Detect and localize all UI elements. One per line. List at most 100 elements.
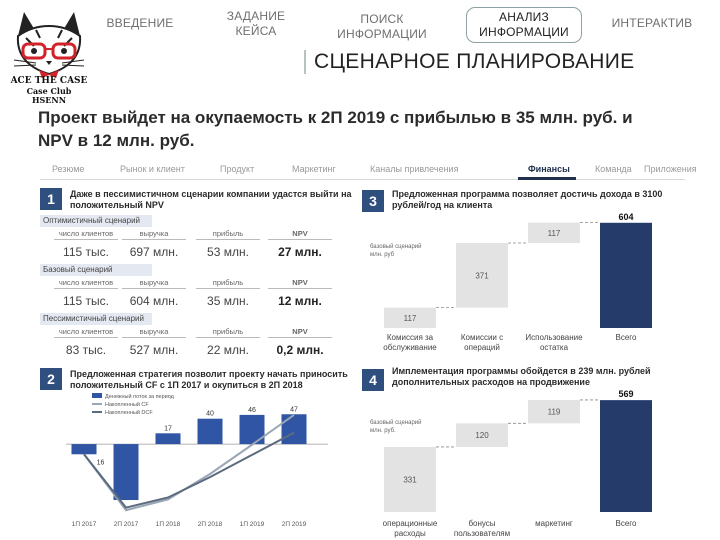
- waterfall-category-label: Всего: [616, 519, 638, 528]
- section1-heading: Даже в пессимистичном сценарии компании …: [70, 189, 360, 211]
- tab-summary[interactable]: Резюме: [52, 164, 85, 174]
- col-clients: число клиентов: [54, 327, 118, 338]
- waterfall-step-bar: [456, 242, 508, 308]
- legend-label: Накопленный DCF: [105, 409, 153, 416]
- col-npv: NPV: [268, 229, 332, 240]
- opt-profit: 53 млн.: [207, 245, 249, 259]
- chart-note-line2: млн. руб: [370, 252, 395, 258]
- tab-appendix[interactable]: Приложения: [644, 164, 697, 174]
- section3-heading-line1: Предложенная программа позволяет достичь…: [392, 189, 663, 199]
- section3-heading: Предложенная программа позволяет достичь…: [392, 189, 692, 211]
- waterfall-value-label: 604: [618, 212, 633, 222]
- waterfall-value-label: 371: [475, 271, 489, 280]
- logo-org: HSENN: [31, 95, 67, 105]
- waterfall-category-label: Использование: [525, 333, 583, 342]
- col-npv: NPV: [268, 278, 332, 289]
- nav-search[interactable]: ПОИСК ИНФОРМАЦИИ: [334, 12, 430, 42]
- waterfall-total-bar: [600, 400, 652, 512]
- section3-heading-line2: рублей/год на клиента: [392, 200, 493, 210]
- cat-logo-icon: [13, 12, 85, 78]
- section1-heading-line2: положительный NPV: [70, 200, 164, 210]
- logo-subtitle: Case Club: [26, 86, 72, 96]
- waterfall-category-label: Комиссия за: [387, 333, 434, 342]
- cashflow-bar-label: 40: [206, 411, 214, 418]
- waterfall-category-label: расходы: [394, 529, 426, 538]
- base-clients: 115 тыс.: [63, 294, 109, 308]
- chart-note-line1: базовый сценарий: [370, 243, 422, 250]
- waterfall-value-label: 331: [403, 475, 417, 484]
- waterfall-value-label: 569: [618, 389, 633, 399]
- cashflow-bar: [71, 444, 97, 455]
- legend-label: Денежный поток за период: [105, 393, 175, 400]
- x-tick-label: 2П 2017: [114, 521, 139, 528]
- pess-clients: 83 тыс.: [65, 343, 107, 357]
- opt-clients: 115 тыс.: [63, 245, 109, 259]
- col-revenue: выручка: [122, 327, 186, 338]
- title-divider: [304, 50, 306, 74]
- waterfall-step-bar: [528, 222, 580, 243]
- waterfall-category-label: маркетинг: [535, 519, 573, 528]
- waterfall-category-label: Всего: [616, 333, 638, 342]
- section2-heading-line1: Предложенная стратегия позволит проекту …: [70, 369, 348, 379]
- slide-headline: Проект выйдет на окупаемость к 2П 2019 с…: [38, 106, 638, 152]
- cashflow-bar: [113, 444, 139, 501]
- base-revenue: 604 млн.: [129, 294, 179, 308]
- nav-analysis-line1: АНАЛИЗ: [499, 10, 549, 24]
- x-tick-label: 1П 2019: [240, 521, 265, 528]
- nav-analysis[interactable]: АНАЛИЗ ИНФОРМАЦИИ: [466, 7, 582, 43]
- x-tick-label: 2П 2019: [282, 521, 307, 528]
- waterfall-value-label: 117: [404, 314, 417, 323]
- scenario-optimistic-label: Оптимистичный сценарий: [40, 215, 152, 227]
- pess-profit: 22 млн.: [207, 343, 249, 357]
- nav-search-line2: ИНФОРМАЦИИ: [337, 27, 427, 41]
- chart-note-line2: млн. руб.: [370, 428, 396, 434]
- tab-finance[interactable]: Финансы: [528, 164, 570, 174]
- nav-task[interactable]: ЗАДАНИЕ КЕЙСА: [218, 9, 294, 39]
- legend-swatch-bar: [92, 393, 102, 398]
- waterfall-total-bar: [600, 222, 652, 328]
- section2-heading-line2: положительный CF с 1П 2017 и окупиться в…: [70, 380, 303, 390]
- tab-active-underline: [518, 177, 576, 180]
- x-tick-label: 2П 2018: [198, 521, 223, 528]
- tab-team[interactable]: Команда: [595, 164, 632, 174]
- waterfall-value-label: 120: [475, 431, 489, 440]
- tab-market[interactable]: Рынок и клиент: [120, 164, 185, 174]
- x-tick-label: 1П 2018: [156, 521, 181, 528]
- opt-npv: 27 млн.: [278, 245, 322, 259]
- nav-intro[interactable]: ВВЕДЕНИЕ: [104, 16, 176, 31]
- slide-tabs: Резюме Рынок и клиент Продукт Маркетинг …: [40, 160, 697, 180]
- section2-number: 2: [40, 368, 62, 390]
- col-revenue: выручка: [122, 229, 186, 240]
- nav-interactive[interactable]: ИНТЕРАКТИВ: [604, 16, 700, 31]
- nav-intro-label: ВВЕДЕНИЕ: [106, 16, 174, 30]
- col-clients: число клиентов: [54, 278, 118, 289]
- col-profit: прибыль: [196, 278, 260, 289]
- col-clients: число клиентов: [54, 229, 118, 240]
- section1-heading-line1: Даже в пессимистичном сценарии компании …: [70, 189, 352, 199]
- section4-heading-line2: дополнительных расходов на продвижение: [392, 377, 590, 387]
- section4-number: 4: [362, 369, 384, 391]
- section4-heading: Имплементация программы обойдется в 239 …: [392, 366, 692, 388]
- waterfall-step-bar: [456, 423, 508, 447]
- nav-analysis-line2: ИНФОРМАЦИИ: [479, 25, 569, 39]
- col-profit: прибыль: [196, 327, 260, 338]
- tab-product[interactable]: Продукт: [220, 164, 255, 174]
- cashflow-bar-label: 46: [248, 407, 256, 414]
- col-npv: NPV: [268, 327, 332, 338]
- tab-channels[interactable]: Каналы привлечения: [370, 164, 459, 174]
- cumulative-dcf-line: [83, 431, 295, 509]
- waterfall-category-label: остатка: [540, 343, 569, 352]
- waterfall-step-bar: [384, 446, 436, 512]
- waterfall-category-label: бонусы: [468, 519, 495, 528]
- page-title: СЦЕНАРНОЕ ПЛАНИРОВАНИЕ: [314, 50, 635, 73]
- col-revenue: выручка: [122, 278, 186, 289]
- headline-line2: NPV в 12 млн. руб.: [38, 131, 195, 150]
- tab-marketing[interactable]: Маркетинг: [292, 164, 336, 174]
- section4-heading-line1: Имплементация программы обойдется в 239 …: [392, 366, 651, 376]
- cashflow-bar: [197, 418, 223, 445]
- nav-interactive-label: ИНТЕРАКТИВ: [611, 16, 693, 30]
- section2-heading: Предложенная стратегия позволит проекту …: [70, 369, 360, 391]
- nav-task-line2: КЕЙСА: [235, 24, 277, 38]
